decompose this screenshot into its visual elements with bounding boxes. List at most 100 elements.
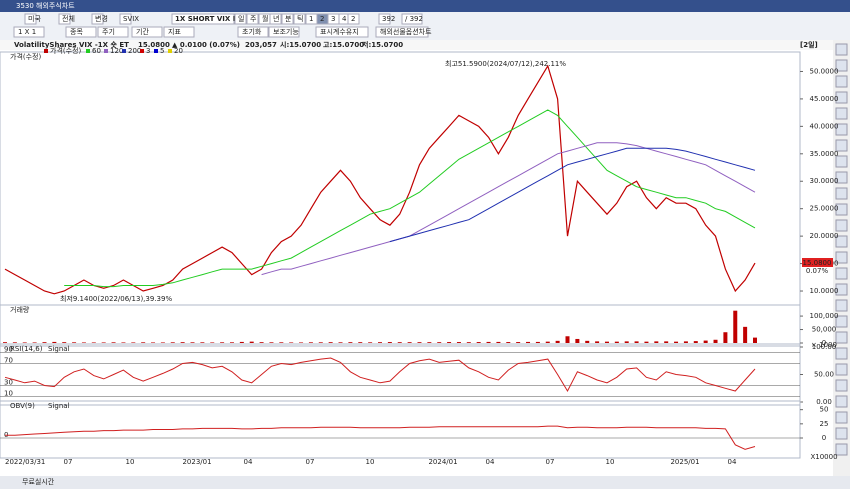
annotation: 최고51.5900(2024/07/12),242.11% <box>445 59 566 68</box>
button[interactable] <box>269 13 282 25</box>
unit-label: × 1000 <box>811 341 837 349</box>
volume-bar <box>259 342 264 343</box>
button-label[interactable]: 보조기능 <box>273 27 299 36</box>
tool-icon[interactable] <box>835 123 848 136</box>
tool-icon[interactable] <box>835 427 848 440</box>
button[interactable] <box>293 13 306 25</box>
button-label[interactable]: 1X SHORT VIX ETF <box>175 15 247 23</box>
volume-bar <box>190 342 195 343</box>
volume-bar <box>723 332 728 343</box>
button-label[interactable]: 분 <box>285 15 292 23</box>
x-tick-label: 07 <box>306 458 315 466</box>
button-label[interactable]: 2 <box>351 15 355 23</box>
button-label[interactable]: 초기화 <box>242 27 262 36</box>
button[interactable] <box>119 13 132 25</box>
button[interactable] <box>13 26 45 38</box>
button[interactable] <box>315 26 369 38</box>
button[interactable] <box>237 26 269 38</box>
button-label[interactable]: 기간 <box>136 27 149 36</box>
button[interactable] <box>375 26 429 38</box>
tool-icon[interactable] <box>835 203 848 216</box>
tool-icon[interactable] <box>835 267 848 280</box>
volume-bar <box>378 342 382 343</box>
button[interactable] <box>234 13 247 25</box>
tool-icon[interactable] <box>835 43 848 56</box>
volume-bar <box>516 342 521 343</box>
button-label[interactable]: 2 <box>320 15 324 23</box>
button-label[interactable]: / 392 <box>405 15 423 23</box>
tool-icon[interactable] <box>835 331 848 344</box>
tool-icon[interactable] <box>835 235 848 248</box>
tool-icon[interactable] <box>835 171 848 184</box>
legend-entry: 가격(수정) <box>50 46 81 55</box>
button[interactable] <box>378 13 391 25</box>
tool-icon[interactable] <box>835 59 848 72</box>
tool-icon[interactable] <box>835 379 848 392</box>
button[interactable] <box>246 13 259 25</box>
legend-entry: 20 <box>174 47 183 55</box>
button-label[interactable]: 전체 <box>62 14 75 23</box>
info-volume: 203,057 <box>245 41 277 49</box>
volume-bar <box>634 341 639 343</box>
tool-icon[interactable] <box>835 219 848 232</box>
button-label[interactable]: 미국 <box>28 14 41 23</box>
volume-bar <box>387 342 392 343</box>
tool-icon[interactable] <box>835 251 848 264</box>
button-label[interactable]: 3 <box>331 15 335 23</box>
button[interactable] <box>24 13 37 25</box>
button-label[interactable]: 1 <box>309 15 313 23</box>
button[interactable] <box>171 13 235 25</box>
button-label[interactable]: 주기 <box>102 27 115 36</box>
button-label[interactable]: 392 <box>382 15 395 23</box>
tool-icon[interactable] <box>835 363 848 376</box>
tool-icon[interactable] <box>835 315 848 328</box>
button-label[interactable]: 표시계수유지 <box>320 27 359 36</box>
tool-icon[interactable] <box>835 75 848 88</box>
x-tick-label: 2023/01 <box>182 458 211 466</box>
tool-icon[interactable] <box>835 139 848 152</box>
button-label[interactable]: 1 X 1 <box>18 28 36 36</box>
button[interactable] <box>401 13 423 25</box>
button[interactable] <box>97 26 129 38</box>
tool-icon[interactable] <box>835 411 848 424</box>
button-label[interactable]: 지표 <box>168 27 181 36</box>
tool-icon[interactable] <box>835 91 848 104</box>
tool-icon[interactable] <box>835 155 848 168</box>
button[interactable] <box>91 13 104 25</box>
button[interactable] <box>58 13 71 25</box>
button-label[interactable]: 변경 <box>95 14 108 23</box>
button[interactable] <box>65 26 97 38</box>
y-tick-label: 40.0000 <box>810 122 839 130</box>
button[interactable] <box>268 26 300 38</box>
button-label[interactable]: 월 <box>262 14 268 23</box>
volume-bar <box>229 342 234 343</box>
button-label[interactable]: 해외선물옵션차트 <box>380 27 432 36</box>
tool-icon[interactable] <box>835 443 848 456</box>
volume-bar <box>220 342 225 343</box>
info-name: VolatilityShares VIX -1X 숏 ET <box>14 40 129 49</box>
button-label[interactable]: 4 <box>342 15 347 23</box>
button[interactable] <box>131 26 163 38</box>
button-label[interactable]: 틱 <box>297 14 303 23</box>
tool-icon[interactable] <box>835 107 848 120</box>
button-label[interactable]: 주 <box>250 15 257 23</box>
tool-icon[interactable] <box>835 299 848 312</box>
tool-icon[interactable] <box>835 187 848 200</box>
button-label[interactable]: SVIX <box>123 15 139 23</box>
y-tick-label: 45.0000 <box>810 95 839 103</box>
button-label[interactable]: 종목 <box>70 28 83 36</box>
volume-bar <box>338 342 343 343</box>
series-line <box>4 64 756 295</box>
button-label[interactable]: 년 <box>273 14 279 23</box>
button-label[interactable]: 일 <box>238 14 244 23</box>
button[interactable] <box>281 13 294 25</box>
info-period: [2일] <box>800 40 818 49</box>
series-line <box>64 109 756 288</box>
tool-icon[interactable] <box>835 395 848 408</box>
volume-bar <box>91 342 96 343</box>
button[interactable] <box>347 13 360 25</box>
button[interactable] <box>163 26 195 38</box>
tool-icon[interactable] <box>835 347 848 360</box>
tool-icon[interactable] <box>835 283 848 296</box>
status-bar <box>0 476 850 489</box>
